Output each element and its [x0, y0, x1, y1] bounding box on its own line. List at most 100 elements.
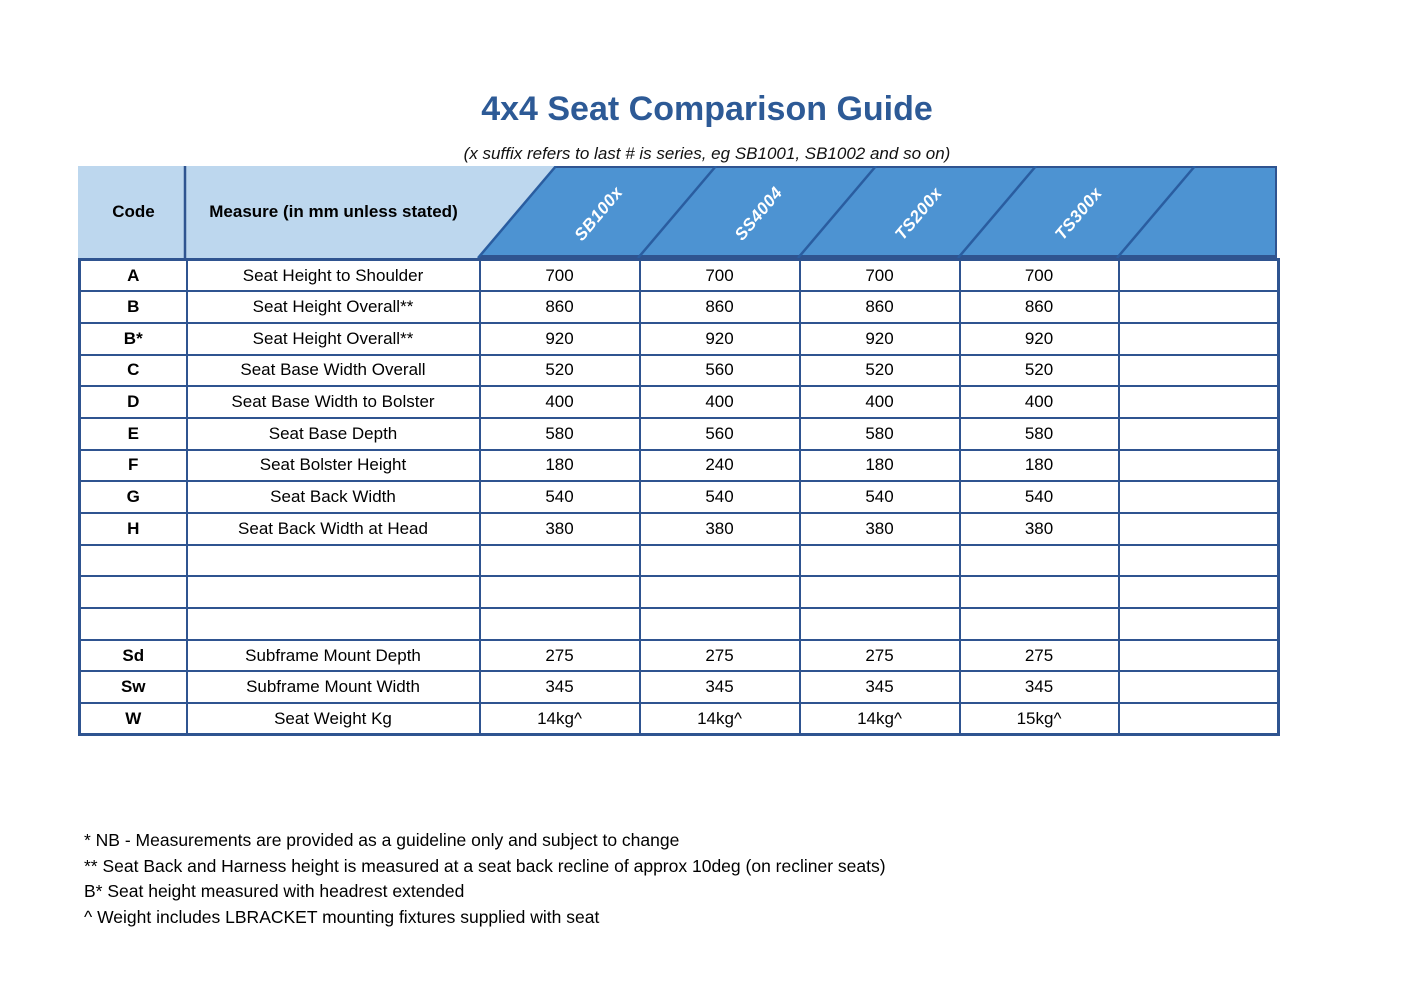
measure-cell: [185, 543, 481, 578]
value-cell: 700: [798, 258, 961, 293]
table-row: [78, 607, 1280, 641]
table-row: F Seat Bolster Height 180 240 180 180: [78, 448, 1280, 483]
code-cell: W: [78, 702, 188, 736]
measure-cell: Seat Height Overall**: [185, 321, 481, 356]
value-cell: [1117, 290, 1280, 324]
value-cell: 275: [958, 638, 1120, 673]
measure-column-header: Measure (in mm unless stated): [209, 202, 458, 221]
measure-cell: Subframe Mount Width: [185, 670, 481, 705]
table-header: Code Measure (in mm unless stated) SB100…: [78, 166, 1277, 258]
value-cell: [638, 575, 801, 610]
code-cell: [78, 607, 188, 641]
value-cell: 520: [798, 353, 961, 388]
value-cell: [1117, 702, 1280, 736]
value-cell: 14kg^: [638, 702, 801, 736]
value-cell: 700: [638, 258, 801, 293]
table-body: A Seat Height to Shoulder 700 700 700 700 B Sea…: [78, 258, 1280, 737]
value-cell: 14kg^: [478, 702, 641, 736]
value-cell: 560: [638, 353, 801, 388]
measure-cell: [185, 575, 481, 610]
value-cell: 380: [638, 512, 801, 546]
value-cell: 14kg^: [798, 702, 961, 736]
value-cell: [478, 543, 641, 578]
value-cell: 400: [638, 385, 801, 419]
value-cell: 540: [478, 480, 641, 514]
value-cell: 400: [798, 385, 961, 419]
code-cell: F: [78, 448, 188, 483]
value-cell: [1117, 353, 1280, 388]
value-cell: 540: [958, 480, 1120, 514]
measure-cell: Subframe Mount Depth: [185, 638, 481, 673]
table-row: E Seat Base Depth 580 560 580 580: [78, 416, 1280, 451]
code-cell: B: [78, 290, 188, 324]
measure-cell: Seat Back Width at Head: [185, 512, 481, 546]
value-cell: 380: [958, 512, 1120, 546]
value-cell: 275: [478, 638, 641, 673]
code-cell: A: [78, 258, 188, 293]
value-cell: [478, 607, 641, 641]
measure-cell: Seat Base Depth: [185, 416, 481, 451]
value-cell: 700: [478, 258, 641, 293]
value-cell: [958, 543, 1120, 578]
value-cell: [478, 575, 641, 610]
value-cell: [1117, 258, 1280, 293]
table-row: C Seat Base Width Overall 520 560 520 520: [78, 353, 1280, 388]
value-cell: 520: [478, 353, 641, 388]
code-column-header: Code: [112, 202, 155, 221]
table-row: D Seat Base Width to Bolster 400 400 400 400: [78, 385, 1280, 419]
table-row: Sd Subframe Mount Depth 275 275 275 275: [78, 638, 1280, 673]
value-cell: 275: [798, 638, 961, 673]
table-row: Sw Subframe Mount Width 345 345 345 345: [78, 670, 1280, 705]
value-cell: [1117, 385, 1280, 419]
value-cell: 860: [798, 290, 961, 324]
value-cell: [798, 543, 961, 578]
table-row: A Seat Height to Shoulder 700 700 700 700: [78, 258, 1280, 293]
value-cell: [1117, 480, 1280, 514]
measure-cell: Seat Weight Kg: [185, 702, 481, 736]
value-cell: 560: [638, 416, 801, 451]
code-cell: Sd: [78, 638, 188, 673]
value-cell: 580: [478, 416, 641, 451]
value-cell: 240: [638, 448, 801, 483]
value-cell: [958, 607, 1120, 641]
measure-cell: Seat Back Width: [185, 480, 481, 514]
value-cell: 860: [958, 290, 1120, 324]
value-cell: [638, 607, 801, 641]
value-cell: [1117, 670, 1280, 705]
measure-cell: Seat Base Width to Bolster: [185, 385, 481, 419]
value-cell: [958, 575, 1120, 610]
measure-cell: Seat Height Overall**: [185, 290, 481, 324]
value-cell: 180: [958, 448, 1120, 483]
value-cell: 540: [798, 480, 961, 514]
value-cell: 345: [638, 670, 801, 705]
value-cell: 920: [958, 321, 1120, 356]
table-row: G Seat Back Width 540 540 540 540: [78, 480, 1280, 514]
code-cell: Sw: [78, 670, 188, 705]
value-cell: [638, 543, 801, 578]
value-cell: 345: [478, 670, 641, 705]
value-cell: 345: [798, 670, 961, 705]
code-cell: C: [78, 353, 188, 388]
measure-cell: Seat Base Width Overall: [185, 353, 481, 388]
value-cell: [1117, 321, 1280, 356]
value-cell: [1117, 575, 1280, 610]
value-cell: 180: [478, 448, 641, 483]
code-cell: B*: [78, 321, 188, 356]
value-cell: 580: [798, 416, 961, 451]
value-cell: 700: [958, 258, 1120, 293]
value-cell: [1117, 512, 1280, 546]
measure-cell: Seat Height to Shoulder: [185, 258, 481, 293]
table-row: B Seat Height Overall** 860 860 860 860: [78, 290, 1280, 324]
code-cell: G: [78, 480, 188, 514]
footnote-line: B* Seat height measured with headrest ex…: [84, 881, 465, 901]
table-row: B* Seat Height Overall** 920 920 920 920: [78, 321, 1280, 356]
value-cell: 15kg^: [958, 702, 1120, 736]
value-cell: [1117, 543, 1280, 578]
value-cell: 345: [958, 670, 1120, 705]
value-cell: [1117, 638, 1280, 673]
value-cell: 400: [478, 385, 641, 419]
comparison-table: Code Measure (in mm unless stated) SB100…: [78, 166, 1280, 737]
value-cell: [1117, 448, 1280, 483]
header-diagonal-decoration: [78, 166, 1196, 258]
